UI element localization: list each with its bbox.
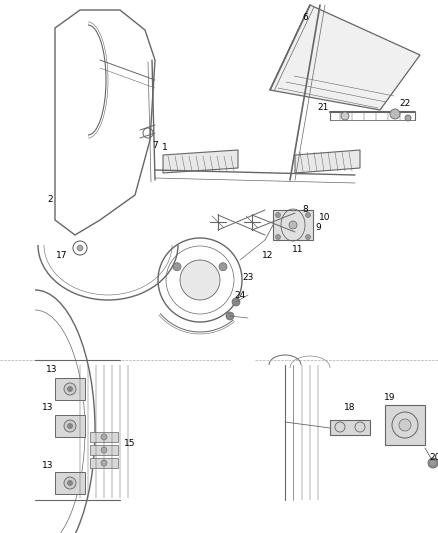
Text: 2: 2 bbox=[47, 196, 53, 205]
Polygon shape bbox=[330, 420, 370, 435]
Polygon shape bbox=[295, 150, 360, 173]
Circle shape bbox=[232, 298, 240, 306]
Circle shape bbox=[305, 213, 311, 217]
Circle shape bbox=[64, 420, 76, 432]
Circle shape bbox=[390, 109, 400, 119]
Polygon shape bbox=[55, 415, 85, 437]
Text: 15: 15 bbox=[124, 439, 136, 448]
Polygon shape bbox=[163, 150, 238, 173]
Text: 6: 6 bbox=[302, 13, 308, 22]
Circle shape bbox=[399, 419, 411, 431]
Circle shape bbox=[101, 434, 107, 440]
Circle shape bbox=[64, 383, 76, 395]
Text: 13: 13 bbox=[42, 402, 54, 411]
Polygon shape bbox=[55, 472, 85, 494]
Text: 7: 7 bbox=[152, 141, 158, 149]
Text: 11: 11 bbox=[292, 246, 304, 254]
Circle shape bbox=[77, 245, 83, 251]
Circle shape bbox=[276, 235, 280, 239]
Circle shape bbox=[173, 263, 181, 271]
Text: 12: 12 bbox=[262, 251, 274, 260]
Circle shape bbox=[219, 263, 227, 271]
Circle shape bbox=[67, 424, 73, 429]
Polygon shape bbox=[385, 405, 425, 445]
Text: 23: 23 bbox=[242, 273, 254, 282]
Circle shape bbox=[428, 458, 438, 468]
Circle shape bbox=[64, 477, 76, 489]
Polygon shape bbox=[90, 445, 118, 455]
Text: 19: 19 bbox=[384, 393, 396, 402]
Text: 8: 8 bbox=[302, 206, 308, 214]
Circle shape bbox=[289, 221, 297, 229]
Text: 24: 24 bbox=[234, 290, 246, 300]
Text: 13: 13 bbox=[42, 461, 54, 470]
Circle shape bbox=[101, 460, 107, 466]
Text: 10: 10 bbox=[319, 214, 331, 222]
Polygon shape bbox=[55, 378, 85, 400]
Circle shape bbox=[180, 260, 220, 300]
Circle shape bbox=[101, 447, 107, 453]
Polygon shape bbox=[90, 432, 118, 442]
Text: 20: 20 bbox=[429, 453, 438, 462]
Circle shape bbox=[305, 235, 311, 239]
Text: 1: 1 bbox=[162, 143, 168, 152]
Circle shape bbox=[67, 481, 73, 486]
Circle shape bbox=[67, 386, 73, 392]
Polygon shape bbox=[273, 210, 313, 240]
Circle shape bbox=[276, 213, 280, 217]
Circle shape bbox=[341, 112, 349, 120]
Circle shape bbox=[405, 115, 411, 121]
Polygon shape bbox=[270, 5, 420, 110]
Text: 17: 17 bbox=[56, 251, 68, 260]
Text: 18: 18 bbox=[344, 403, 356, 413]
Text: 22: 22 bbox=[399, 100, 411, 109]
Text: 9: 9 bbox=[315, 223, 321, 232]
Text: 21: 21 bbox=[317, 103, 328, 112]
Polygon shape bbox=[90, 458, 118, 468]
Text: 13: 13 bbox=[46, 366, 58, 375]
Circle shape bbox=[226, 312, 234, 320]
